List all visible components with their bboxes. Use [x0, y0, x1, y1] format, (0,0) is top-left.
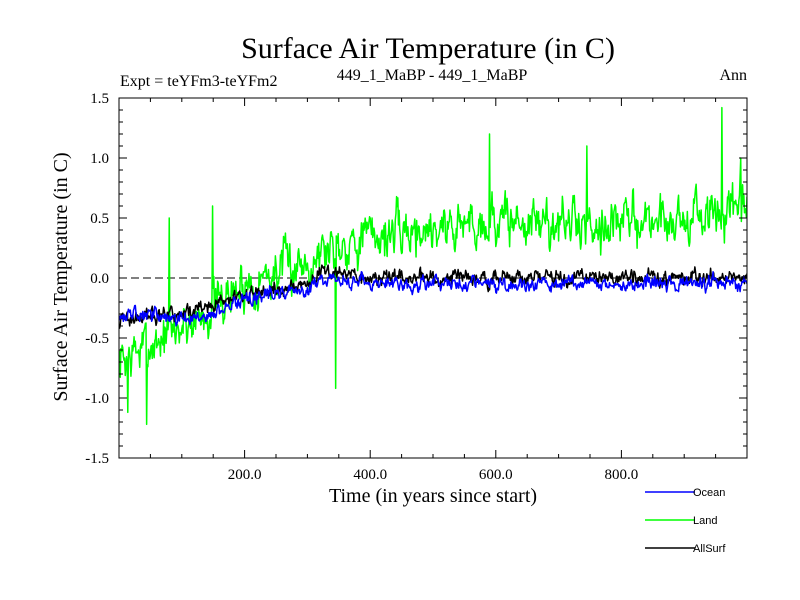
x-axis-label: Time (in years since start) [329, 485, 537, 507]
y-axis-label: Surface Air Temperature (in C) [50, 152, 72, 401]
series-line-land [119, 106, 747, 426]
x-tick-label: 200.0 [228, 467, 262, 483]
y-tick-label: 0.0 [90, 271, 109, 287]
x-tick-label: 600.0 [479, 467, 513, 483]
experiment-label: Expt = teYFm3-teYFm2 [120, 73, 277, 90]
legend: Ocean Land AllSurf [645, 487, 726, 555]
legend-label-ocean: Ocean [693, 487, 725, 499]
legend-label-land: Land [693, 515, 717, 527]
plot-area [118, 97, 748, 459]
y-tick-label: -0.5 [85, 331, 109, 347]
y-tick-label: 0.5 [90, 211, 109, 227]
x-tick-label: 800.0 [605, 467, 639, 483]
period-label: Ann [719, 67, 747, 84]
y-tick-label: -1.5 [85, 451, 109, 467]
legend-label-allsurf: AllSurf [693, 543, 726, 555]
y-tick-label: -1.0 [85, 391, 109, 407]
series-line-ocean [119, 270, 747, 327]
series-line-allsurf [119, 264, 747, 329]
y-tick-label: 1.0 [90, 151, 109, 167]
run-label: 449_1_MaBP - 449_1_MaBP [337, 67, 528, 84]
axis-ticks: 200.0 400.0 600.0 800.0 -1.5 -1.0 -0.5 0.0 0.5 1.… [85, 91, 748, 483]
chart-title: Surface Air Temperature (in C) [241, 32, 615, 65]
x-tick-label: 400.0 [353, 467, 387, 483]
y-tick-label: 1.5 [90, 91, 109, 107]
